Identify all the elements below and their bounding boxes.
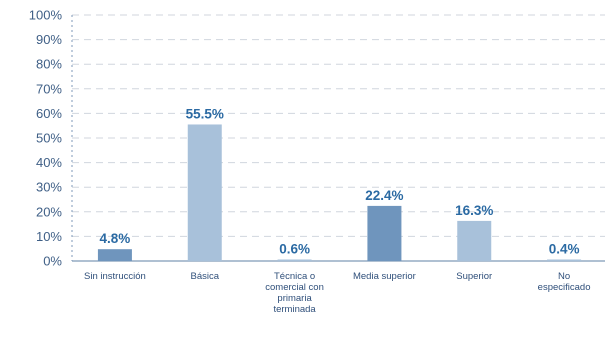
y-tick-label: 70% (36, 81, 62, 96)
data-label: 22.4% (365, 188, 403, 203)
category-label: Superior (456, 271, 492, 282)
category-label-line: terminada (273, 304, 316, 315)
category-label-line: Media superior (353, 271, 416, 282)
y-tick-label: 90% (36, 32, 62, 47)
bar-2 (277, 259, 312, 261)
y-tick-label: 50% (36, 131, 62, 146)
category-label-line: comercial con (265, 282, 324, 293)
data-label: 16.3% (455, 203, 493, 218)
data-label: 0.4% (549, 242, 580, 257)
category-label: No especificado (538, 271, 591, 293)
y-tick-label: 40% (36, 155, 62, 170)
data-label: 55.5% (186, 106, 224, 121)
bar-3 (367, 205, 402, 261)
bar-1 (187, 124, 222, 261)
category-label-line: primaria (277, 293, 312, 304)
category-label: Básica (190, 271, 219, 282)
category-label-line: Superior (456, 271, 492, 282)
category-label-line: Sin instrucción (84, 271, 146, 282)
category-label-line: especificado (538, 282, 591, 293)
y-tick-label: 60% (36, 106, 62, 121)
category-label-line: No (558, 271, 570, 282)
y-tick-label: 10% (36, 229, 62, 244)
y-tick-label: 20% (36, 204, 62, 219)
bar-0 (97, 249, 132, 261)
bar-5 (547, 259, 582, 261)
y-tick-label: 100% (29, 8, 63, 23)
data-label: 0.6% (279, 242, 310, 257)
y-tick-label: 30% (36, 180, 62, 195)
data-label: 4.8% (100, 231, 131, 246)
y-tick-label: 0% (43, 254, 62, 269)
category-label: Técnica o comercial con primaria terminada (265, 271, 324, 315)
y-tick-label: 80% (36, 57, 62, 72)
category-label-line: Básica (190, 271, 219, 282)
bar-4 (457, 220, 492, 261)
category-label-line: Técnica o (274, 271, 315, 282)
category-label: Sin instrucción (84, 271, 146, 282)
category-label: Media superior (353, 271, 416, 282)
